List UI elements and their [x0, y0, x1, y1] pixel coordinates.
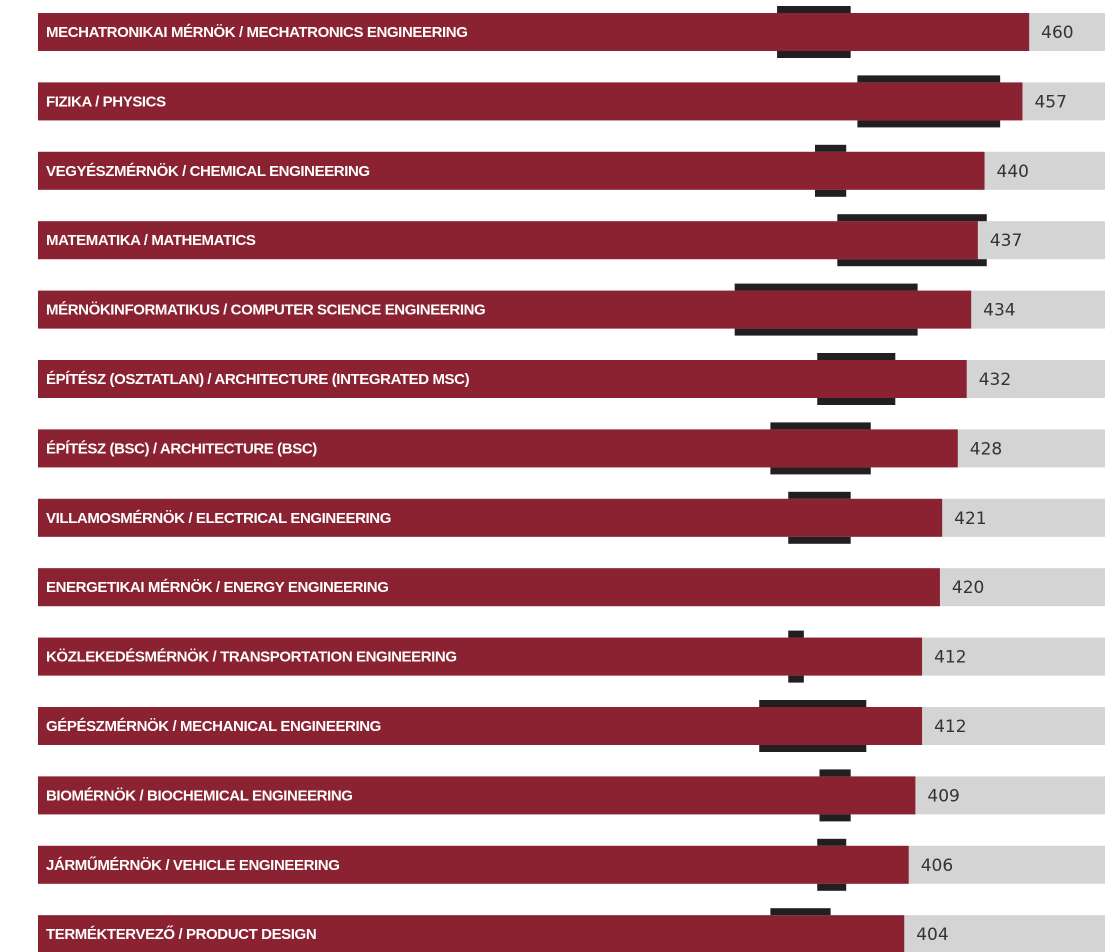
- value-label: 406: [921, 856, 953, 876]
- value-label: 437: [990, 231, 1022, 251]
- range-bottom: [759, 745, 867, 752]
- range-bottom: [817, 883, 847, 891]
- range-bottom: [819, 814, 851, 822]
- category-label: VILLAMOSMÉRNÖK / ELECTRICAL ENGINEERING: [46, 510, 391, 527]
- category-label: ENERGETIKAI MÉRNÖK / ENERGY ENGINEERING: [46, 579, 389, 596]
- range-bottom: [734, 328, 918, 336]
- range-bottom: [788, 675, 804, 683]
- category-label: ÉPÍTÉSZ (OSZTATLAN) / ARCHITECTURE (INTE…: [46, 371, 470, 388]
- value-label: 440: [997, 162, 1029, 182]
- bar: [38, 151, 985, 190]
- range-top: [857, 75, 1001, 83]
- value-label: 412: [934, 648, 966, 668]
- range-top: [788, 491, 851, 499]
- range-bottom: [837, 259, 987, 267]
- range-top: [815, 144, 847, 152]
- category-label: GÉPÉSZMÉRNÖK / MECHANICAL ENGINEERING: [46, 718, 381, 735]
- range-top: [817, 838, 847, 846]
- range-top: [770, 422, 871, 430]
- bar: [38, 82, 1023, 121]
- bar: [38, 776, 916, 815]
- range-top: [817, 353, 896, 360]
- category-label: MECHATRONIKAI MÉRNÖK / MECHATRONICS ENGI…: [46, 24, 467, 41]
- bar: [38, 498, 943, 537]
- category-label: TERMÉKTERVEZŐ / PRODUCT DESIGN: [46, 925, 316, 943]
- category-label: JÁRMŰMÉRNÖK / VEHICLE ENGINEERING: [46, 856, 340, 874]
- value-label: 428: [970, 439, 1002, 459]
- category-label: MATEMATIKA / MATHEMATICS: [46, 232, 256, 249]
- range-top: [819, 769, 851, 777]
- bar: [38, 568, 940, 607]
- range-top: [770, 908, 831, 916]
- category-label: MÉRNÖKINFORMATIKUS / COMPUTER SCIENCE EN…: [46, 302, 485, 319]
- range-top: [734, 283, 918, 291]
- value-label: 421: [954, 509, 986, 529]
- bar: [38, 707, 923, 745]
- range-bottom: [815, 189, 847, 197]
- value-label: 404: [916, 925, 948, 945]
- bar: [38, 13, 1030, 51]
- range-bottom: [788, 536, 851, 544]
- bar: [38, 637, 923, 676]
- bar: [38, 845, 909, 884]
- category-label: FIZIKA / PHYSICS: [46, 93, 166, 110]
- range-top: [788, 630, 804, 638]
- bar: [38, 429, 958, 468]
- bar: [38, 221, 978, 260]
- value-label: 412: [934, 717, 966, 737]
- value-label: 457: [1034, 92, 1066, 112]
- range-bottom: [770, 467, 871, 475]
- range-top: [777, 6, 851, 13]
- value-label: 434: [983, 301, 1015, 321]
- value-label: 409: [927, 786, 959, 806]
- range-top: [759, 700, 867, 707]
- category-label: KÖZLEKEDÉSMÉRNÖK / TRANSPORTATION ENGINE…: [46, 649, 457, 666]
- range-top: [837, 214, 987, 222]
- category-label: VEGYÉSZMÉRNÖK / CHEMICAL ENGINEERING: [46, 163, 370, 180]
- range-bottom: [857, 120, 1001, 128]
- value-label: 460: [1041, 23, 1073, 43]
- range-bottom: [777, 51, 851, 58]
- category-label: ÉPÍTÉSZ (BSC) / ARCHITECTURE (BSC): [46, 440, 317, 457]
- value-label: 432: [979, 370, 1011, 390]
- bar: [38, 915, 905, 952]
- category-label: BIOMÉRNÖK / BIOCHEMICAL ENGINEERING: [46, 787, 353, 804]
- range-bottom: [817, 398, 896, 405]
- value-label: 420: [952, 578, 984, 598]
- bar: [38, 360, 967, 398]
- bar: [38, 290, 972, 329]
